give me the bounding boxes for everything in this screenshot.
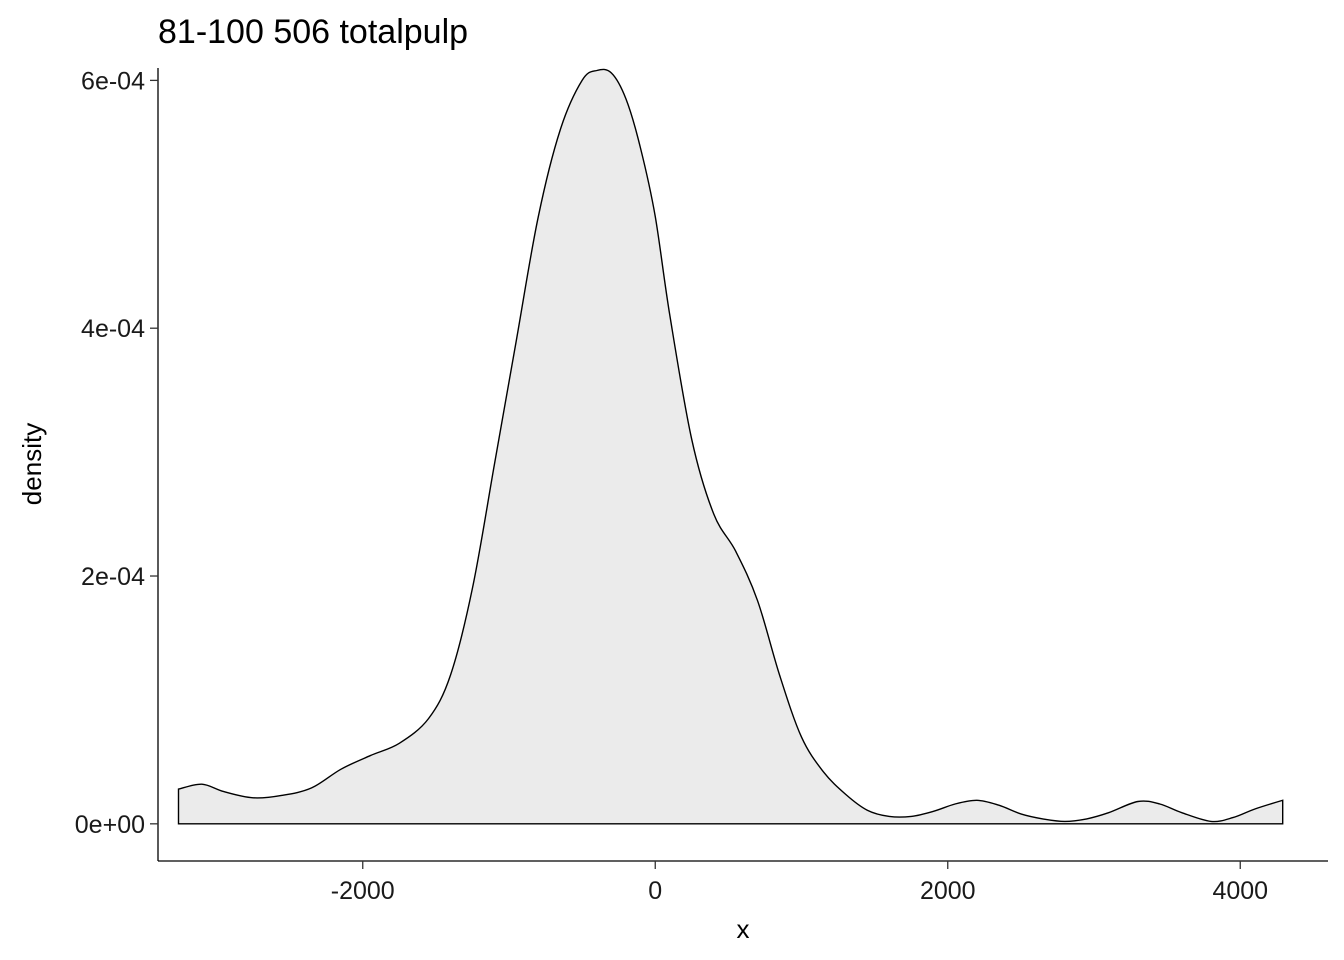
y-tick-label: 6e-04	[81, 67, 145, 95]
x-tick-label: 4000	[1212, 877, 1268, 905]
plot-area	[177, 68, 1284, 825]
x-tick-label: 0	[648, 877, 662, 905]
y-axis-ticks: 0e+00 2e-04 4e-04 6e-04	[75, 67, 158, 839]
y-tick-label: 2e-04	[81, 563, 145, 591]
y-tick-label: 4e-04	[81, 315, 145, 343]
x-axis-ticks: -2000 0 2000 4000	[331, 861, 1268, 905]
x-tick-label: 2000	[920, 877, 976, 905]
x-axis-title: x	[737, 914, 750, 944]
y-axis-title: density	[17, 423, 47, 505]
chart-title: 81-100 506 totalpulp	[158, 13, 468, 51]
y-tick-label: 0e+00	[75, 811, 145, 839]
density-area	[177, 68, 1284, 825]
x-tick-label: -2000	[331, 877, 395, 905]
